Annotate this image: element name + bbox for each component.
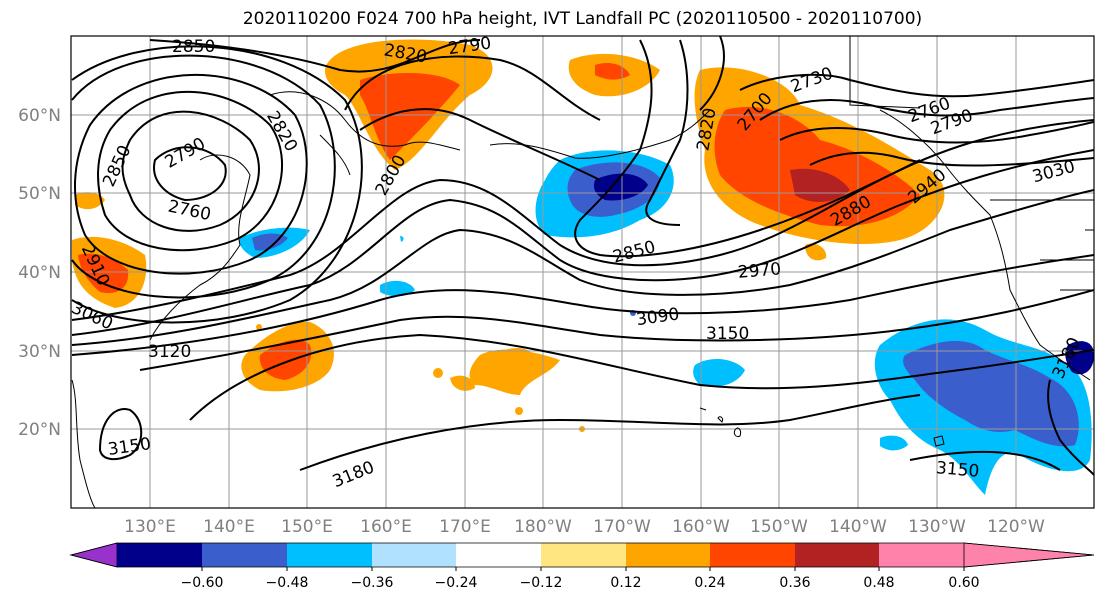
lon-label: 140°W	[829, 517, 887, 537]
colorbar-segment	[626, 543, 710, 567]
lon-label: 130°W	[908, 517, 966, 537]
colorbar-tick-label: −0.48	[266, 575, 309, 591]
lon-label: 160°E	[360, 517, 412, 537]
contour-label: 2970	[737, 259, 782, 283]
height-contours	[71, 36, 1094, 476]
contour-label: 2850	[172, 37, 215, 57]
colorbar-tick-label: 0.24	[694, 575, 725, 591]
colorbar-min-extension	[69, 542, 118, 568]
colorbar-segment	[456, 543, 541, 567]
colorbar: −0.60 −0.48 −0.36 −0.24 −0.12 0.12 0.24 …	[69, 542, 1095, 591]
lat-label: 50°N	[18, 184, 61, 204]
map-title: 2020110200 F024 700 hPa height, IVT Land…	[242, 9, 923, 29]
colorbar-segment	[541, 543, 626, 567]
colorbar-tick-label: 0.48	[863, 575, 894, 591]
map-frame	[70, 35, 1095, 509]
colorbar-segment	[795, 543, 879, 567]
map-content: 2850 2820 2790 2730 2790 2820 2850 2760 …	[71, 33, 1094, 508]
colorbar-tick-label: 0.12	[610, 575, 641, 591]
colorbar-tick-label: −0.36	[351, 575, 394, 591]
latitude-labels: 60°N 50°N 40°N 30°N 20°N	[18, 106, 61, 440]
lon-label: 170°W	[593, 517, 651, 537]
contour-label: 3120	[148, 342, 191, 362]
lon-label: 120°W	[987, 517, 1045, 537]
colorbar-tick-label: 0.60	[948, 575, 979, 591]
contour-label: 3150	[935, 458, 980, 482]
lon-label: 130°E	[124, 517, 176, 537]
colorbar-segment	[117, 543, 202, 567]
colorbar-tick-label: −0.12	[520, 575, 563, 591]
lon-label: 170°E	[439, 517, 491, 537]
lon-label: 150°W	[750, 517, 808, 537]
colorbar-segment	[202, 543, 287, 567]
colorbar-tick-label: 0.36	[779, 575, 810, 591]
lat-label: 40°N	[18, 263, 61, 283]
lon-label: 150°E	[281, 517, 333, 537]
lat-label: 60°N	[18, 106, 61, 126]
lat-label: 20°N	[18, 420, 61, 440]
colorbar-tick-label: −0.60	[181, 575, 224, 591]
contour-label: 3150	[706, 324, 749, 344]
colorbar-segment	[372, 543, 456, 567]
lon-label: 140°E	[203, 517, 255, 537]
colorbar-tick-label: −0.24	[435, 575, 478, 591]
colorbar-segment	[287, 543, 372, 567]
colorbar-segment	[710, 543, 795, 567]
lon-label: 160°W	[672, 517, 730, 537]
contour-label: 2790	[447, 33, 493, 59]
colorbar-segment	[879, 543, 964, 567]
lon-label: 180°W	[514, 517, 572, 537]
colorbar-max-extension	[963, 542, 1095, 568]
longitude-labels: 130°E 140°E 150°E 160°E 170°E 180°W 170°…	[124, 517, 1045, 537]
lat-label: 30°N	[18, 342, 61, 362]
